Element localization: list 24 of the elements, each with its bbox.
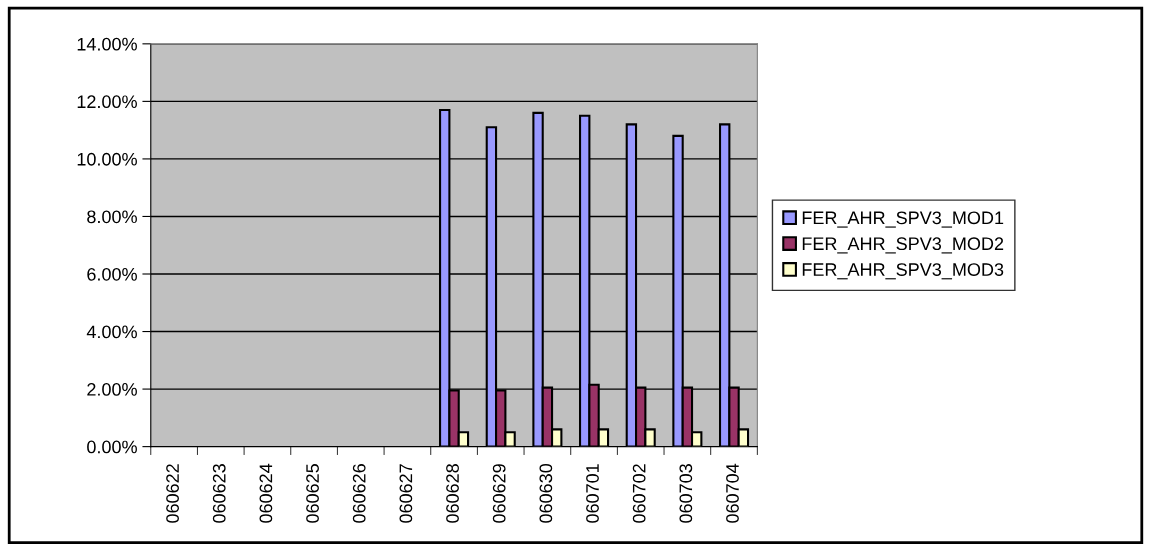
- y-tick-label: 2.00%: [87, 383, 137, 396]
- x-tick-label: 060626: [352, 464, 366, 523]
- y-tick-label: 4.00%: [86, 325, 137, 339]
- legend-label: FER_AHR_SPV3_MOD1: [802, 211, 1004, 228]
- x-tick-label: 060628: [446, 464, 459, 523]
- x-tick-label: 060702: [632, 464, 646, 523]
- y-tick-label: 12.00%: [77, 95, 137, 109]
- x-tick-label: 060623: [212, 464, 226, 523]
- x-tick-label: 060627: [399, 464, 413, 523]
- y-tick-label: 10.00%: [77, 152, 137, 166]
- x-tick-label: 060629: [492, 464, 506, 523]
- y-tick-label: 0.00%: [87, 440, 137, 454]
- x-tick-label: 060701: [586, 464, 599, 523]
- legend-label: FER_AHR_SPV3_MOD2: [802, 237, 1004, 254]
- y-tick-label: 8.00%: [87, 210, 137, 224]
- y-tick-label: 6.00%: [87, 267, 137, 281]
- x-tick-label: 060630: [539, 463, 553, 523]
- x-tick-label: 060703: [679, 464, 693, 523]
- x-tick-label: 060624: [259, 463, 273, 523]
- x-tick-label: 060704: [726, 463, 739, 523]
- x-tick-label: 060625: [306, 464, 319, 523]
- legend-label: FER_AHR_SPV3_MOD3: [802, 263, 1004, 280]
- y-tick-label: 14.00%: [77, 37, 137, 51]
- x-tick-label: 060622: [166, 464, 179, 523]
